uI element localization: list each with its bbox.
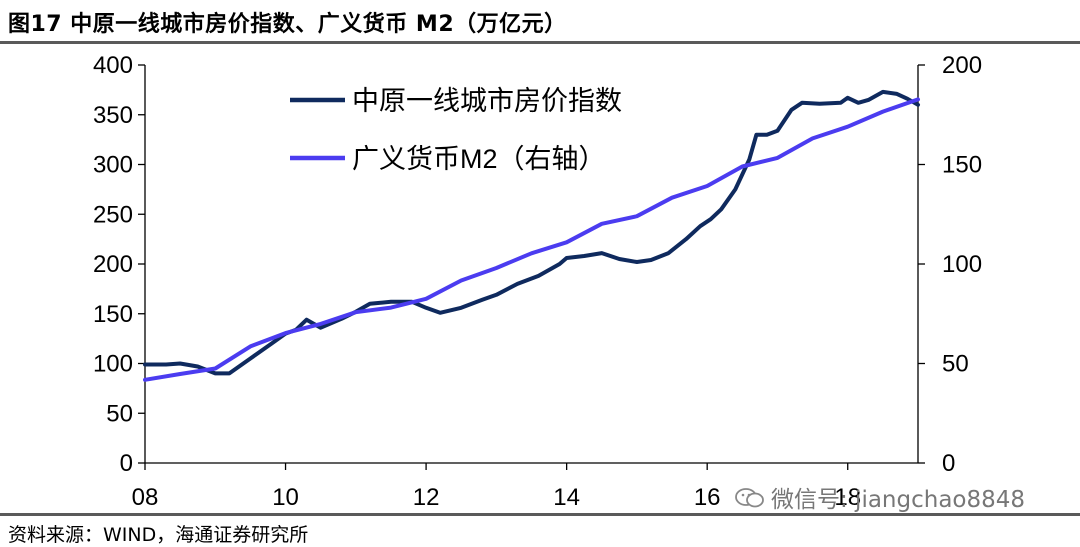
legend-label: 中原一线城市房价指数 (352, 86, 622, 116)
left-tick-label: 250 (93, 201, 133, 228)
series-lines (143, 89, 920, 382)
legend-label: 广义货币M2（右轴） (352, 144, 606, 174)
left-tick-label: 300 (93, 152, 133, 179)
x-tick-label: 16 (694, 484, 721, 511)
right-tick-label: 200 (942, 52, 982, 79)
x-tick-label: 10 (272, 484, 299, 511)
x-axis: 08 10 12 14 16 18 (132, 463, 861, 511)
figure-title: 图17 中原一线城市房价指数、广义货币 M2（万亿元） (8, 12, 567, 37)
right-tick-label: 100 (942, 251, 982, 278)
wechat-icon (735, 487, 765, 515)
bottom-rule (0, 513, 1080, 516)
right-tick-label: 0 (942, 450, 955, 477)
top-rule (0, 41, 1080, 44)
watermark: 微信号: jiangchao8848 (735, 480, 1025, 515)
x-tick-label: 18 (834, 484, 861, 511)
left-tick-label: 50 (106, 400, 133, 427)
house-price-index-line (143, 89, 920, 376)
source-note: 资料来源：WIND，海通证券研究所 (8, 524, 309, 546)
x-tick-label: 12 (413, 484, 440, 511)
left-tick-label: 0 (120, 450, 133, 477)
right-tick-label: 150 (942, 152, 982, 179)
right-axis: 0 50 100 150 200 (918, 52, 982, 477)
m2-line (143, 97, 920, 382)
watermark-text: 微信号: jiangchao8848 (771, 487, 1026, 513)
x-tick-label: 14 (553, 484, 580, 511)
left-tick-label: 100 (93, 351, 133, 378)
right-tick-label: 50 (942, 351, 969, 378)
left-tick-label: 200 (93, 251, 133, 278)
left-axis: 0 50 100 150 200 250 300 350 400 (93, 52, 145, 477)
plot-frame (144, 65, 919, 464)
left-tick-label: 350 (93, 102, 133, 129)
left-tick-label: 150 (93, 301, 133, 328)
left-tick-label: 400 (93, 52, 133, 79)
x-tick-label: 08 (132, 484, 159, 511)
